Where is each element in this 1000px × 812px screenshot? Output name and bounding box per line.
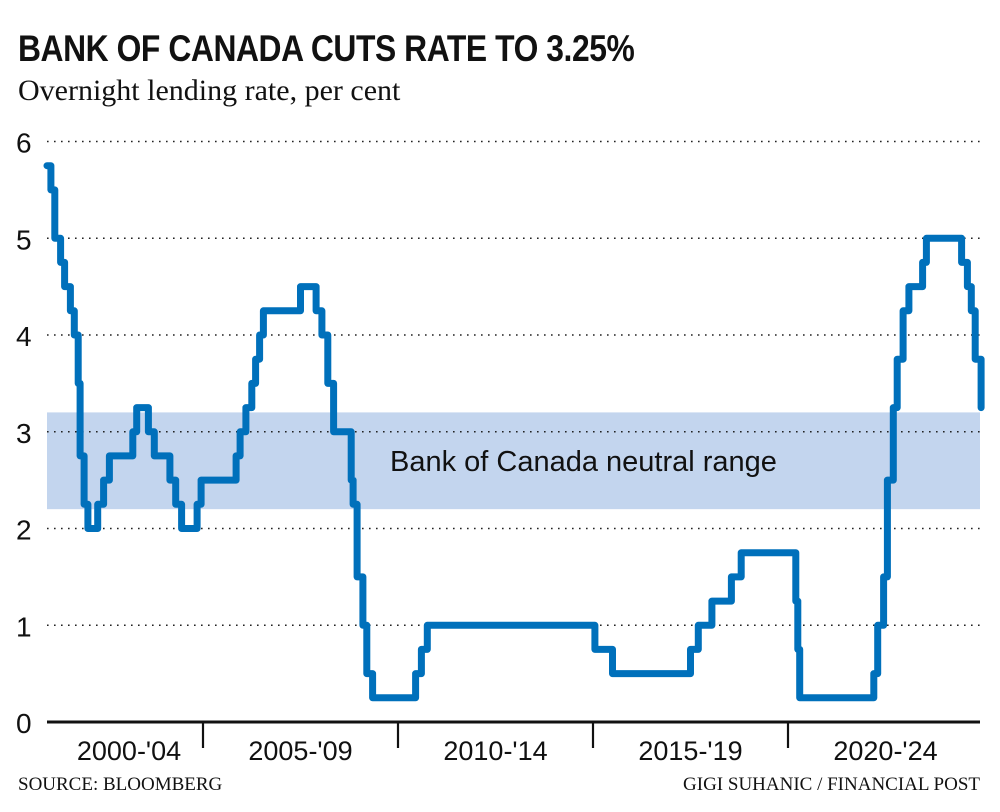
x-category-label: 2015-'19 <box>638 736 742 766</box>
gridlines <box>47 140 980 627</box>
x-category-label: 2020-'24 <box>833 736 937 766</box>
x-axis-labels: 2000-'04 2005-'09 2010-'14 2015-'19 2020-'24 <box>77 736 938 766</box>
y-tick-label-5: 5 <box>16 224 32 255</box>
y-axis-ticks: 0 1 2 3 4 5 6 <box>16 128 32 740</box>
y-tick-label-4: 4 <box>16 321 32 352</box>
y-tick-label-6: 6 <box>16 128 32 159</box>
y-tick-label-1: 1 <box>16 611 32 642</box>
chart-title: BANK OF CANADA CUTS RATE TO 3.25% <box>18 28 635 69</box>
series-layer <box>43 162 985 702</box>
y-tick-label-2: 2 <box>16 515 32 546</box>
x-category-label: 2000-'04 <box>77 736 181 766</box>
x-category-label: 2010-'14 <box>443 736 547 766</box>
x-axis <box>47 720 980 748</box>
x-category-label: 2005-'09 <box>248 736 352 766</box>
neutral-range-band-layer: Bank of Canada neutral range <box>47 412 980 510</box>
chart-subtitle: Overnight lending rate, per cent <box>18 74 401 107</box>
author-credit: GIGI SUHANIC / FINANCIAL POST <box>683 774 980 795</box>
neutral-range-label: Bank of Canada neutral range <box>390 446 777 478</box>
y-tick-label-3: 3 <box>16 418 32 449</box>
y-tick-label-0: 0 <box>16 708 32 739</box>
source-credit: SOURCE: BLOOMBERG <box>18 774 223 795</box>
